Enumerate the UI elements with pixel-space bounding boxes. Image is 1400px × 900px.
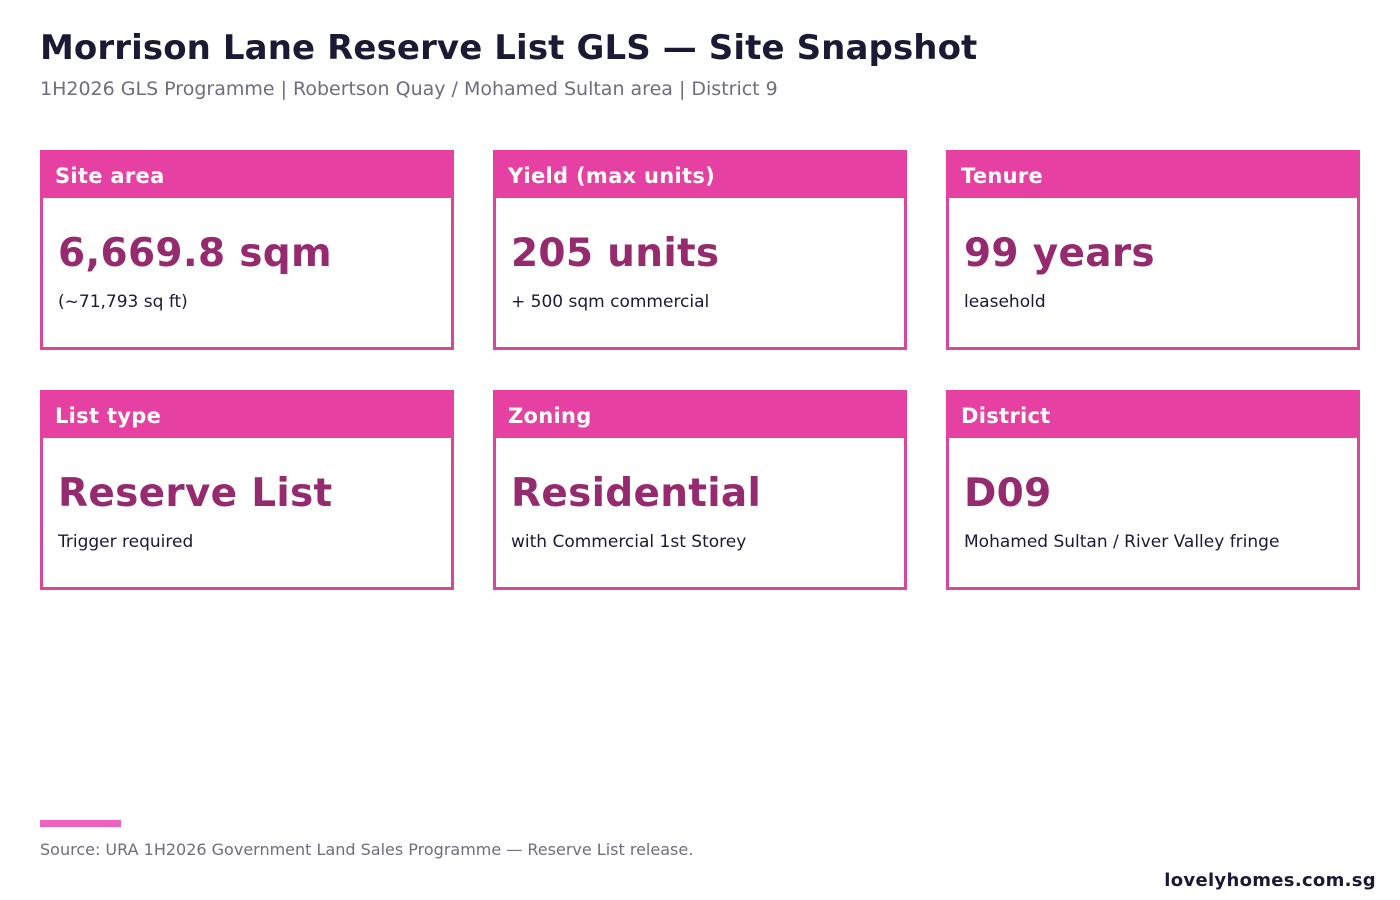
card-list-type: List type Reserve List Trigger required bbox=[40, 390, 454, 590]
card-value: Residential bbox=[511, 471, 762, 516]
card-header: Tenure bbox=[946, 150, 1360, 198]
source-note: Source: URA 1H2026 Government Land Sales… bbox=[40, 840, 694, 859]
card-value: Reserve List bbox=[58, 471, 333, 516]
card-header: District bbox=[946, 390, 1360, 438]
page-title: Morrison Lane Reserve List GLS — Site Sn… bbox=[40, 28, 978, 68]
card-note: + 500 sqm commercial bbox=[511, 292, 710, 312]
card-note: with Commercial 1st Storey bbox=[511, 532, 747, 552]
card-value: D09 bbox=[964, 471, 1052, 516]
page-subtitle: 1H2026 GLS Programme | Robertson Quay / … bbox=[40, 78, 778, 100]
card-district: District D09 Mohamed Sultan / River Vall… bbox=[946, 390, 1360, 590]
card-header: Zoning bbox=[493, 390, 907, 438]
card-label: List type bbox=[55, 404, 162, 428]
card-label: Zoning bbox=[508, 404, 592, 428]
card-note: leasehold bbox=[964, 292, 1046, 312]
card-site-area: Site area 6,669.8 sqm (~71,793 sq ft) bbox=[40, 150, 454, 350]
card-label: District bbox=[961, 404, 1051, 428]
brand-name: lovelyhomes.com.sg bbox=[1164, 870, 1376, 891]
card-label: Site area bbox=[55, 164, 165, 188]
card-zoning: Zoning Residential with Commercial 1st S… bbox=[493, 390, 907, 590]
card-note: (~71,793 sq ft) bbox=[58, 292, 188, 312]
card-header: List type bbox=[40, 390, 454, 438]
card-note: Mohamed Sultan / River Valley fringe bbox=[964, 532, 1280, 552]
accent-bar bbox=[40, 820, 121, 827]
card-header: Site area bbox=[40, 150, 454, 198]
card-value: 6,669.8 sqm bbox=[58, 231, 332, 276]
card-header: Yield (max units) bbox=[493, 150, 907, 198]
card-note: Trigger required bbox=[58, 532, 194, 552]
card-yield: Yield (max units) 205 units + 500 sqm co… bbox=[493, 150, 907, 350]
card-tenure: Tenure 99 years leasehold bbox=[946, 150, 1360, 350]
card-value: 99 years bbox=[964, 231, 1155, 276]
card-label: Tenure bbox=[961, 164, 1044, 188]
card-label: Yield (max units) bbox=[508, 164, 716, 188]
card-value: 205 units bbox=[511, 231, 720, 276]
